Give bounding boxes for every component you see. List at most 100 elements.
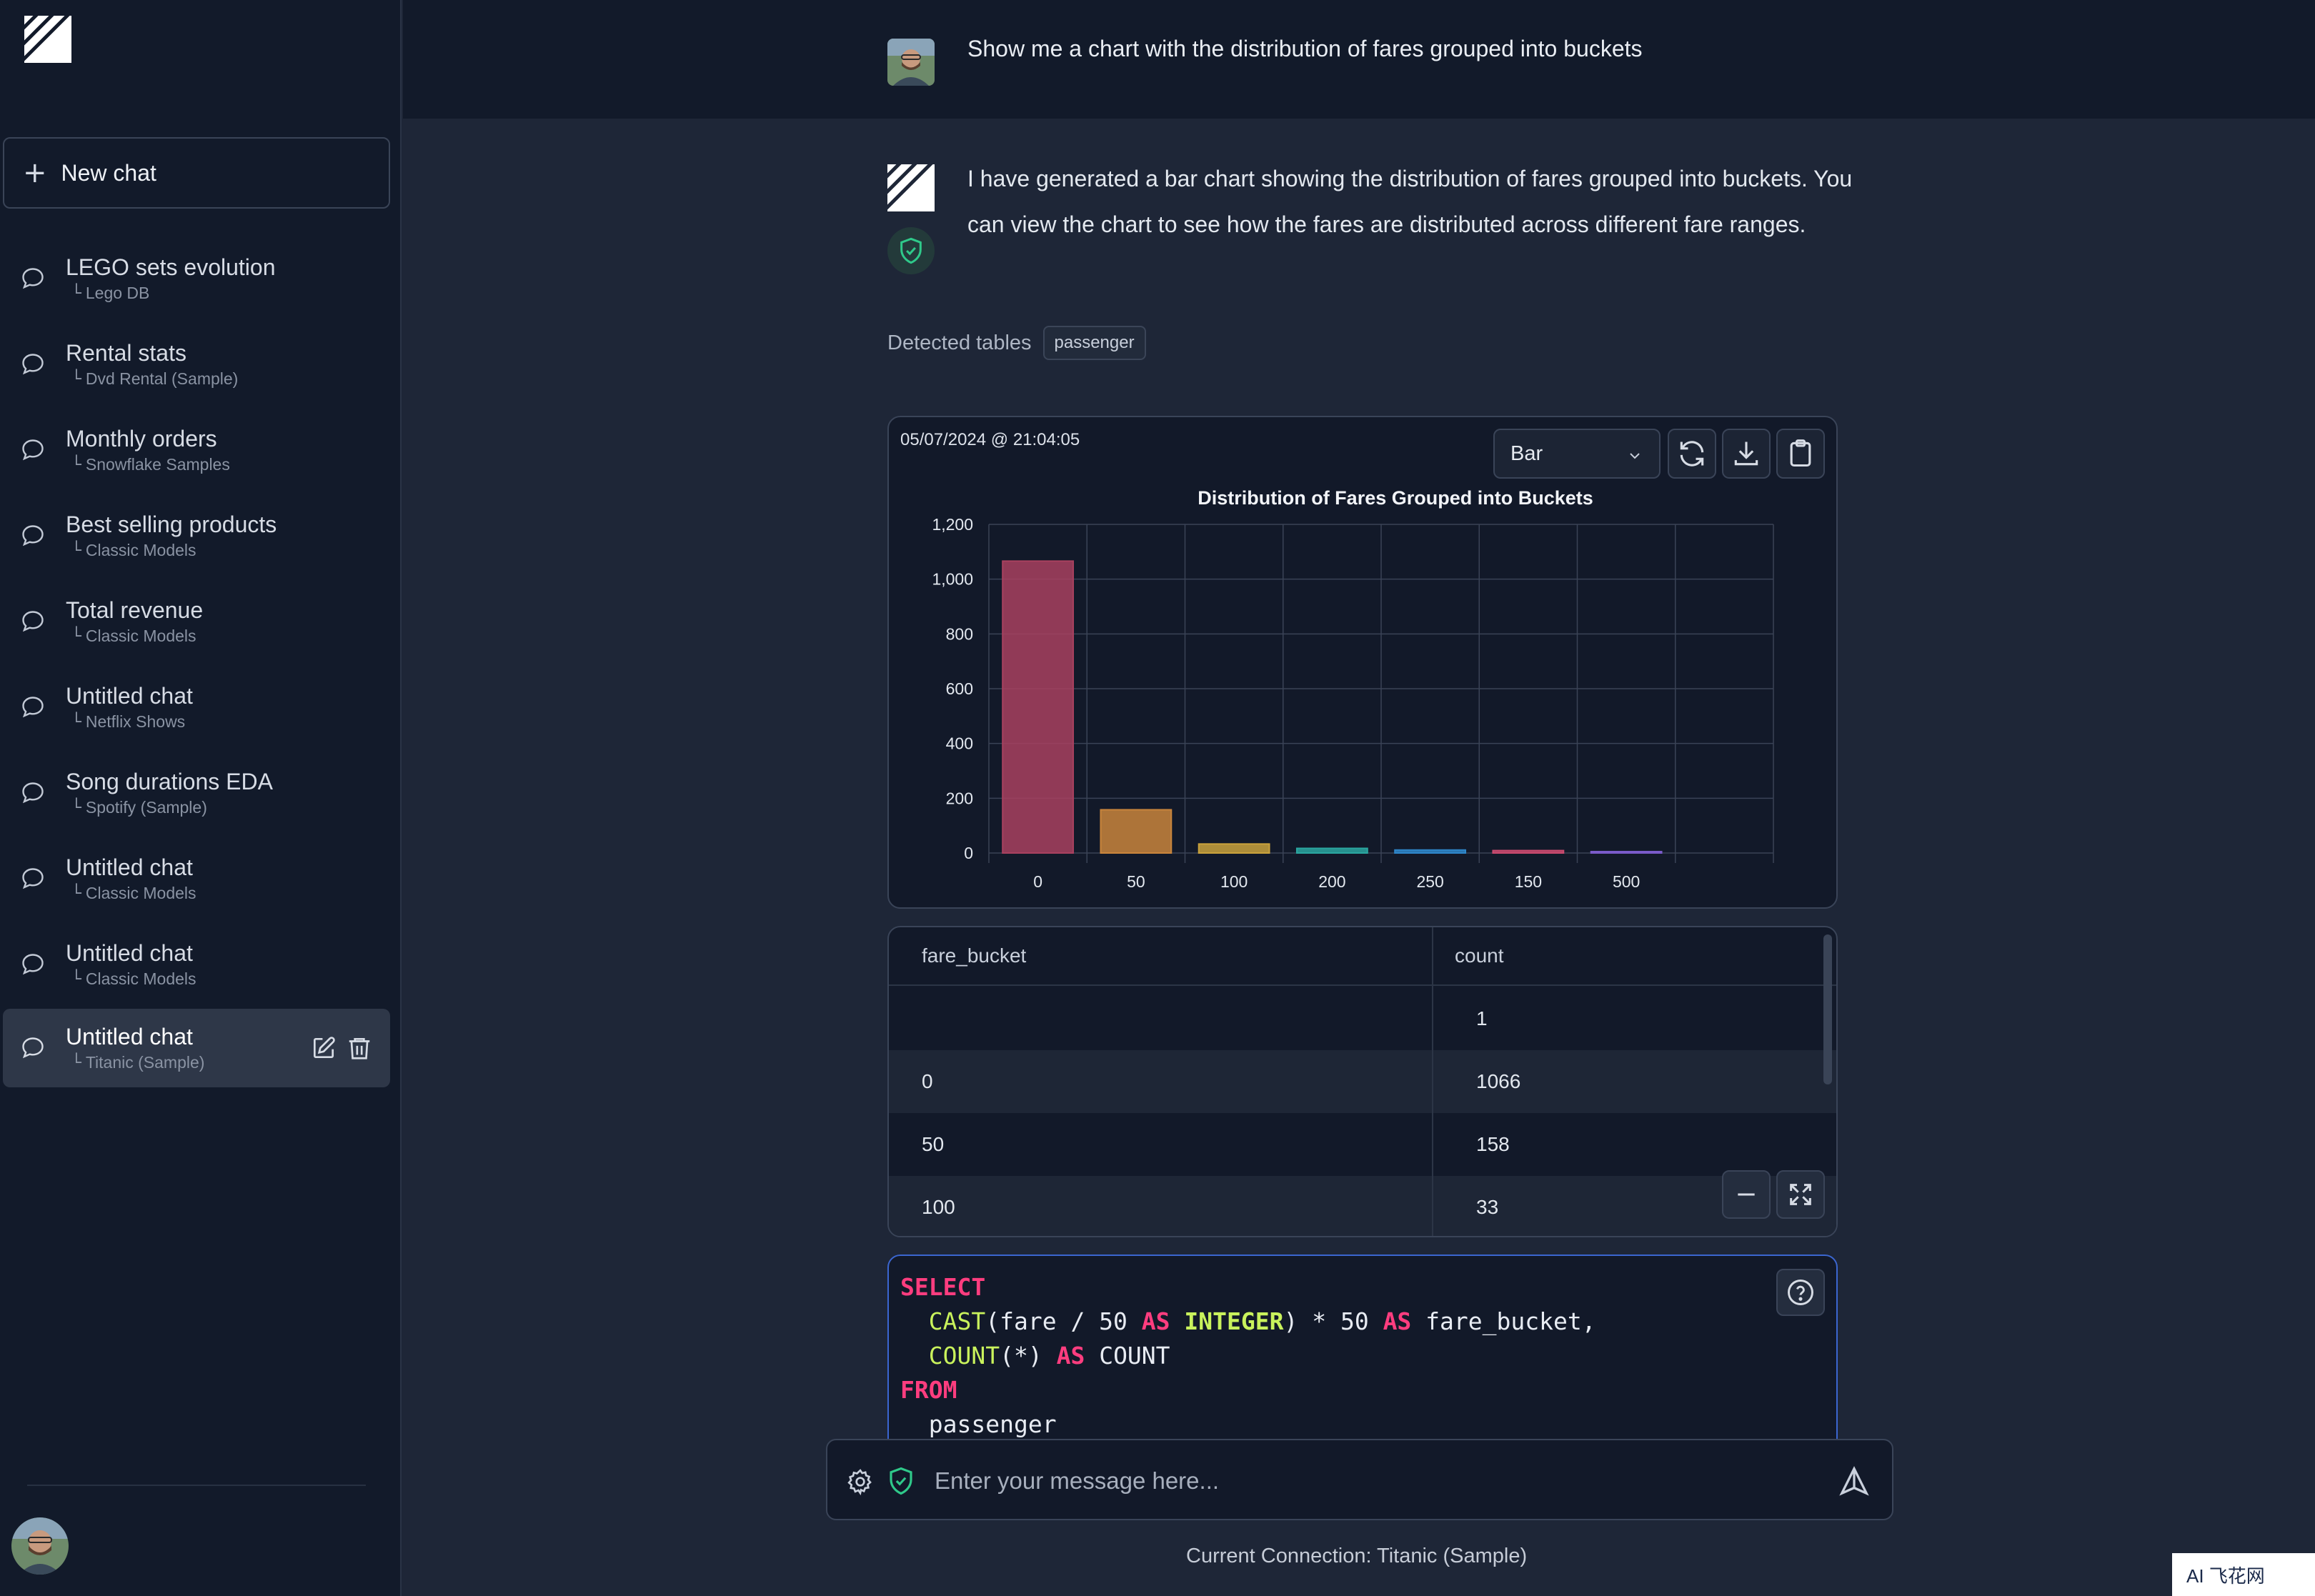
y-tick-label: 800: [946, 624, 973, 643]
sql-keyword: FROM: [900, 1376, 957, 1404]
table-cell: 0: [922, 1070, 933, 1092]
chevron-down-icon: [1630, 453, 1640, 459]
result-table: fare_bucket count 1 0 1066 50 158 100 33: [887, 926, 1838, 1237]
chart-timestamp: 05/07/2024 @ 21:04:05: [900, 430, 1080, 449]
chart-panel: 05/07/2024 @ 21:04:05 Bar Distribution o…: [887, 416, 1838, 909]
chat-history-item[interactable]: Song durations EDA └ Spotify (Sample): [3, 750, 390, 836]
refresh-chart-button[interactable]: [1668, 429, 1716, 479]
table-row: 50 158: [889, 1113, 1836, 1176]
column-header[interactable]: count: [1455, 944, 1504, 967]
message-input[interactable]: [935, 1459, 1806, 1503]
chat-history-item[interactable]: Untitled chat └ Classic Models: [3, 836, 390, 922]
sql-text: (fare / 50: [985, 1307, 1142, 1335]
chat-title: Untitled chat: [66, 1024, 193, 1049]
chat-title: Total revenue: [66, 597, 204, 623]
subtree-icon: └: [71, 370, 81, 389]
y-tick-label: 200: [946, 789, 973, 807]
table-cell: 50: [922, 1133, 945, 1155]
sql-keyword: AS: [1056, 1342, 1085, 1370]
sql-function: CAST: [928, 1307, 986, 1335]
table-cell: 1: [1476, 1007, 1488, 1029]
chat-title: Untitled chat: [66, 683, 193, 709]
message-composer: [826, 1439, 1893, 1520]
sql-keyword: AS: [1141, 1307, 1170, 1335]
chat-connection: Classic Models: [85, 969, 196, 988]
new-chat-label: New chat: [61, 159, 156, 186]
shield-check-icon[interactable]: [886, 1466, 916, 1496]
bar: [1492, 849, 1565, 854]
user-avatar[interactable]: [11, 1517, 69, 1575]
watermark: AI 飞花网: [2172, 1553, 2315, 1596]
table-tag[interactable]: passenger: [1042, 326, 1146, 360]
bar: [1198, 843, 1270, 854]
chat-history-item[interactable]: Total revenue └ Classic Models: [3, 579, 390, 664]
table-scrollbar[interactable]: [1823, 934, 1832, 1084]
table-cell: 1066: [1476, 1070, 1521, 1092]
chat-title: LEGO sets evolution: [66, 254, 276, 280]
download-icon: [1734, 442, 1758, 466]
user-message-text: Show me a chart with the distribution of…: [967, 36, 1643, 61]
chat-history-item[interactable]: Rental stats └ Dvd Rental (Sample): [3, 321, 390, 407]
chat-connection: Lego DB: [85, 284, 150, 302]
chat-title: Monthly orders: [66, 426, 217, 452]
chat-bubble-icon: [22, 439, 44, 461]
column-divider: [1432, 927, 1433, 1236]
sql-text: passenger: [928, 1410, 1057, 1438]
table-row: 0 1066: [889, 1050, 1836, 1113]
main-panel: Show me a chart with the distribution of…: [403, 0, 2315, 1596]
app-logo[interactable]: [24, 16, 71, 63]
chat-connection: Classic Models: [85, 884, 196, 902]
chat-history-item[interactable]: Untitled chat └ Netflix Shows: [3, 664, 390, 750]
detected-tables: Detected tables passenger: [887, 326, 1146, 360]
chat-history-item[interactable]: Best selling products └ Classic Models: [3, 493, 390, 579]
chat-history-item[interactable]: LEGO sets evolution └ Lego DB: [3, 236, 390, 321]
chat-history-item[interactable]: Untitled chat └ Classic Models: [3, 922, 390, 1007]
chat-bubble-icon: [22, 954, 44, 975]
subtree-icon: └: [71, 456, 81, 474]
chart-type-value: Bar: [1510, 442, 1543, 465]
bar: [1295, 847, 1368, 854]
y-tick-label: 1,000: [932, 570, 973, 589]
table-cell: 100: [922, 1196, 955, 1218]
chat-connection: Titanic (Sample): [85, 1053, 205, 1072]
current-connection-text: Current Connection: Titanic (Sample): [1186, 1545, 1528, 1567]
column-header[interactable]: fare_bucket: [922, 944, 1027, 967]
chat-bubble-icon: [22, 354, 44, 375]
chat-title: Song durations EDA: [66, 769, 273, 794]
sql-help-button[interactable]: [1776, 1269, 1825, 1316]
expand-table-button[interactable]: [1776, 1170, 1825, 1219]
x-tick-label: 250: [1416, 872, 1443, 891]
edit-icon[interactable]: [310, 1034, 337, 1062]
trash-icon[interactable]: [346, 1034, 373, 1062]
subtree-icon: └: [71, 1054, 81, 1072]
bar-chart: Distribution of Fares Grouped into Bucke…: [932, 487, 1774, 891]
chat-connection: Classic Models: [85, 541, 196, 559]
new-chat-button[interactable]: + New chat: [3, 137, 390, 209]
table-cell: 33: [1476, 1196, 1499, 1218]
chat-history-item-active[interactable]: Untitled chat └ Titanic (Sample): [3, 1009, 390, 1087]
x-tick-label: 0: [1033, 872, 1042, 891]
x-tick-label: 200: [1318, 872, 1345, 891]
sql-text: fare_bucket,: [1411, 1307, 1596, 1335]
bar: [1100, 809, 1173, 854]
minimize-table-button[interactable]: [1722, 1170, 1771, 1219]
download-chart-button[interactable]: [1722, 429, 1771, 479]
chat-history-item[interactable]: Monthly orders └ Snowflake Samples: [3, 407, 390, 493]
chart-type-select[interactable]: Bar: [1493, 429, 1661, 479]
minus-icon: [1738, 1193, 1755, 1196]
assistant-message-text: I have generated a bar chart showing the…: [967, 166, 1853, 237]
gear-icon[interactable]: [846, 1467, 875, 1496]
y-tick-label: 400: [946, 734, 973, 753]
chat-bubble-icon: [22, 782, 44, 804]
sql-text: ) * 50: [1283, 1307, 1383, 1335]
chat-bubble-icon: [22, 697, 44, 718]
chat-bubble-icon: [22, 611, 44, 632]
chat-connection: Snowflake Samples: [85, 455, 230, 474]
chat-title: Untitled chat: [66, 854, 193, 880]
sql-editor[interactable]: SELECT CAST(fare / 50 AS INTEGER) * 50 A…: [887, 1255, 1838, 1455]
sql-code[interactable]: SELECT CAST(fare / 50 AS INTEGER) * 50 A…: [900, 1270, 1596, 1442]
x-tick-label: 50: [1127, 872, 1145, 891]
send-icon[interactable]: [1838, 1465, 1871, 1497]
copy-chart-button[interactable]: [1776, 429, 1825, 479]
subtree-icon: └: [71, 284, 81, 303]
